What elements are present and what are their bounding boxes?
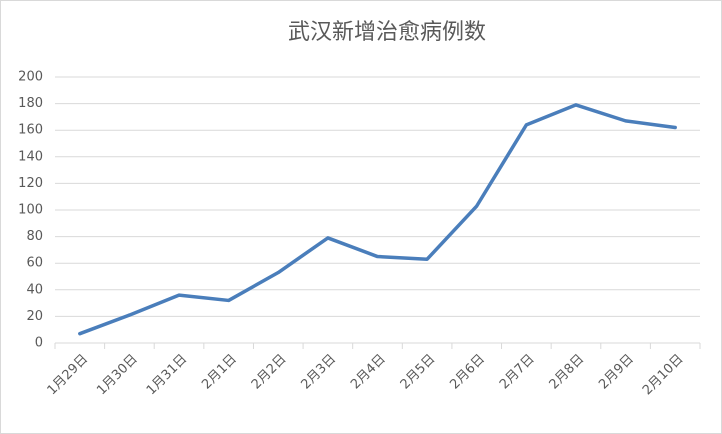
y-tick-label: 200 xyxy=(18,70,43,85)
y-tick-label: 0 xyxy=(35,336,43,351)
y-tick-label: 140 xyxy=(18,149,43,164)
y-tick-label: 100 xyxy=(18,203,43,218)
y-tick-label: 180 xyxy=(18,96,43,111)
data-line xyxy=(78,103,677,336)
y-tick-label: 60 xyxy=(26,256,43,271)
y-tick-label: 20 xyxy=(26,309,43,324)
chart-title: 武汉新增治愈病例数 xyxy=(288,20,486,45)
y-tick-label: 80 xyxy=(26,229,43,244)
y-tick-label: 40 xyxy=(26,282,43,297)
y-tick-label: 120 xyxy=(18,176,43,191)
y-tick-label: 160 xyxy=(18,123,43,138)
